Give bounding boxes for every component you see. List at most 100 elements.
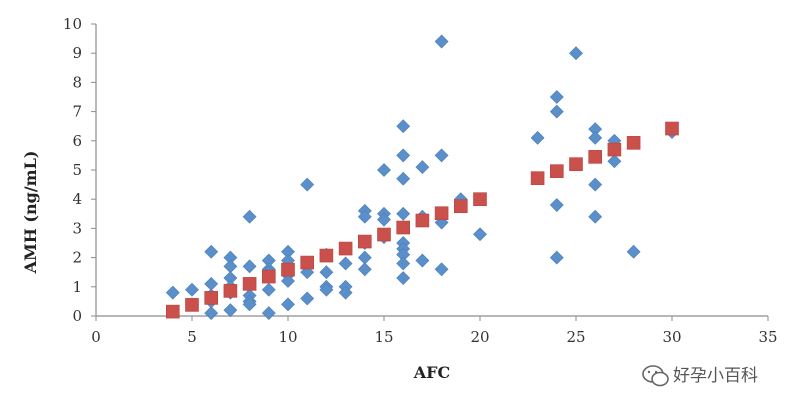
observed-point	[607, 154, 622, 169]
observed-point	[434, 148, 449, 163]
observed-point	[588, 130, 603, 145]
observed-point	[396, 271, 411, 285]
observed-point	[396, 148, 411, 163]
observed-point	[569, 46, 583, 61]
fitted-point	[204, 291, 218, 305]
observed-point	[185, 282, 199, 297]
x-axis-title: AFC	[413, 363, 451, 382]
watermark-text: 好孕小百科	[673, 366, 758, 386]
y-tick-label: 7	[72, 103, 82, 121]
observed-point	[204, 276, 219, 291]
x-tick-label: 5	[187, 328, 197, 346]
fitted-point	[300, 255, 315, 270]
fitted-point	[281, 262, 295, 277]
y-tick-label: 2	[72, 249, 82, 267]
y-tick-label: 9	[72, 44, 82, 62]
observed-point	[549, 250, 564, 265]
x-tick-label: 0	[91, 328, 101, 346]
observed-point	[338, 285, 353, 300]
fitted-series	[166, 121, 679, 319]
fitted-point	[166, 304, 180, 319]
x-tick-label: 35	[758, 328, 777, 346]
wechat-icon	[642, 365, 669, 387]
observed-point	[261, 282, 276, 297]
y-tick-label: 6	[72, 132, 82, 150]
observed-point	[549, 90, 564, 104]
observed-point	[319, 265, 334, 280]
observed-point	[588, 177, 603, 192]
y-tick-label: 4	[72, 190, 82, 208]
observed-point	[588, 209, 603, 224]
observed-series	[165, 34, 679, 321]
y-tick-label: 0	[72, 307, 82, 325]
fitted-point	[549, 164, 564, 178]
fitted-point	[434, 206, 449, 221]
watermark: 好孕小百科	[642, 365, 758, 387]
observed-point	[530, 130, 545, 145]
y-axis-title: AMH (ng/mL)	[21, 151, 40, 275]
fitted-point	[588, 150, 603, 164]
observed-point	[319, 282, 334, 297]
fitted-point	[665, 121, 679, 136]
fitted-point	[338, 241, 353, 256]
observed-point	[396, 256, 411, 271]
fitted-point	[319, 248, 334, 263]
observed-point	[377, 163, 391, 177]
observed-point	[242, 297, 257, 312]
fitted-point	[415, 213, 430, 228]
observed-point	[473, 227, 487, 242]
observed-point	[357, 262, 372, 277]
fitted-point	[453, 199, 468, 214]
observed-point	[242, 259, 257, 274]
observed-point	[626, 244, 641, 259]
observed-point	[281, 297, 295, 312]
observed-point	[357, 250, 372, 265]
y-axis-title-group: AMH (ng/mL)	[21, 151, 40, 275]
y-tick-label: 10	[63, 15, 82, 33]
observed-point	[415, 160, 430, 175]
fitted-point	[626, 136, 641, 150]
ticks: 0 1 2 3 4 5 6 7 8 9 10 0 5 10 15 20 25 30 35	[63, 15, 778, 346]
fitted-point	[377, 227, 391, 242]
y-tick-label: 5	[72, 161, 82, 179]
observed-point	[549, 198, 564, 212]
fitted-point	[530, 171, 545, 185]
observed-point	[300, 291, 315, 306]
fitted-point	[357, 234, 372, 249]
observed-point	[281, 274, 295, 288]
x-tick-label: 10	[278, 328, 297, 346]
y-tick-label: 1	[72, 278, 82, 296]
observed-point	[223, 259, 238, 274]
fitted-point	[242, 277, 257, 291]
fitted-point	[473, 192, 487, 206]
x-tick-label: 30	[662, 328, 681, 346]
observed-point	[165, 285, 180, 300]
fitted-point	[223, 284, 238, 298]
axes	[95, 24, 768, 317]
fitted-point	[607, 142, 622, 157]
observed-point	[415, 253, 430, 268]
observed-point	[261, 306, 276, 321]
observed-point	[338, 256, 353, 271]
observed-point	[204, 244, 219, 259]
fitted-point	[185, 298, 199, 312]
fitted-point	[261, 269, 276, 284]
y-tick-label: 8	[72, 73, 82, 91]
x-tick-label: 25	[566, 328, 585, 346]
observed-point	[549, 104, 564, 119]
observed-point	[242, 209, 257, 224]
observed-point	[396, 206, 411, 221]
observed-point	[396, 171, 411, 186]
observed-point	[300, 177, 315, 192]
fitted-point	[569, 157, 583, 171]
observed-point	[434, 262, 449, 277]
y-tick-label: 3	[72, 219, 82, 237]
x-tick-label: 20	[470, 328, 489, 346]
observed-point	[396, 119, 411, 134]
x-tick-label: 15	[374, 328, 393, 346]
fitted-point	[396, 220, 411, 235]
observed-point	[204, 306, 219, 321]
observed-point	[357, 209, 372, 224]
observed-point	[377, 212, 391, 227]
